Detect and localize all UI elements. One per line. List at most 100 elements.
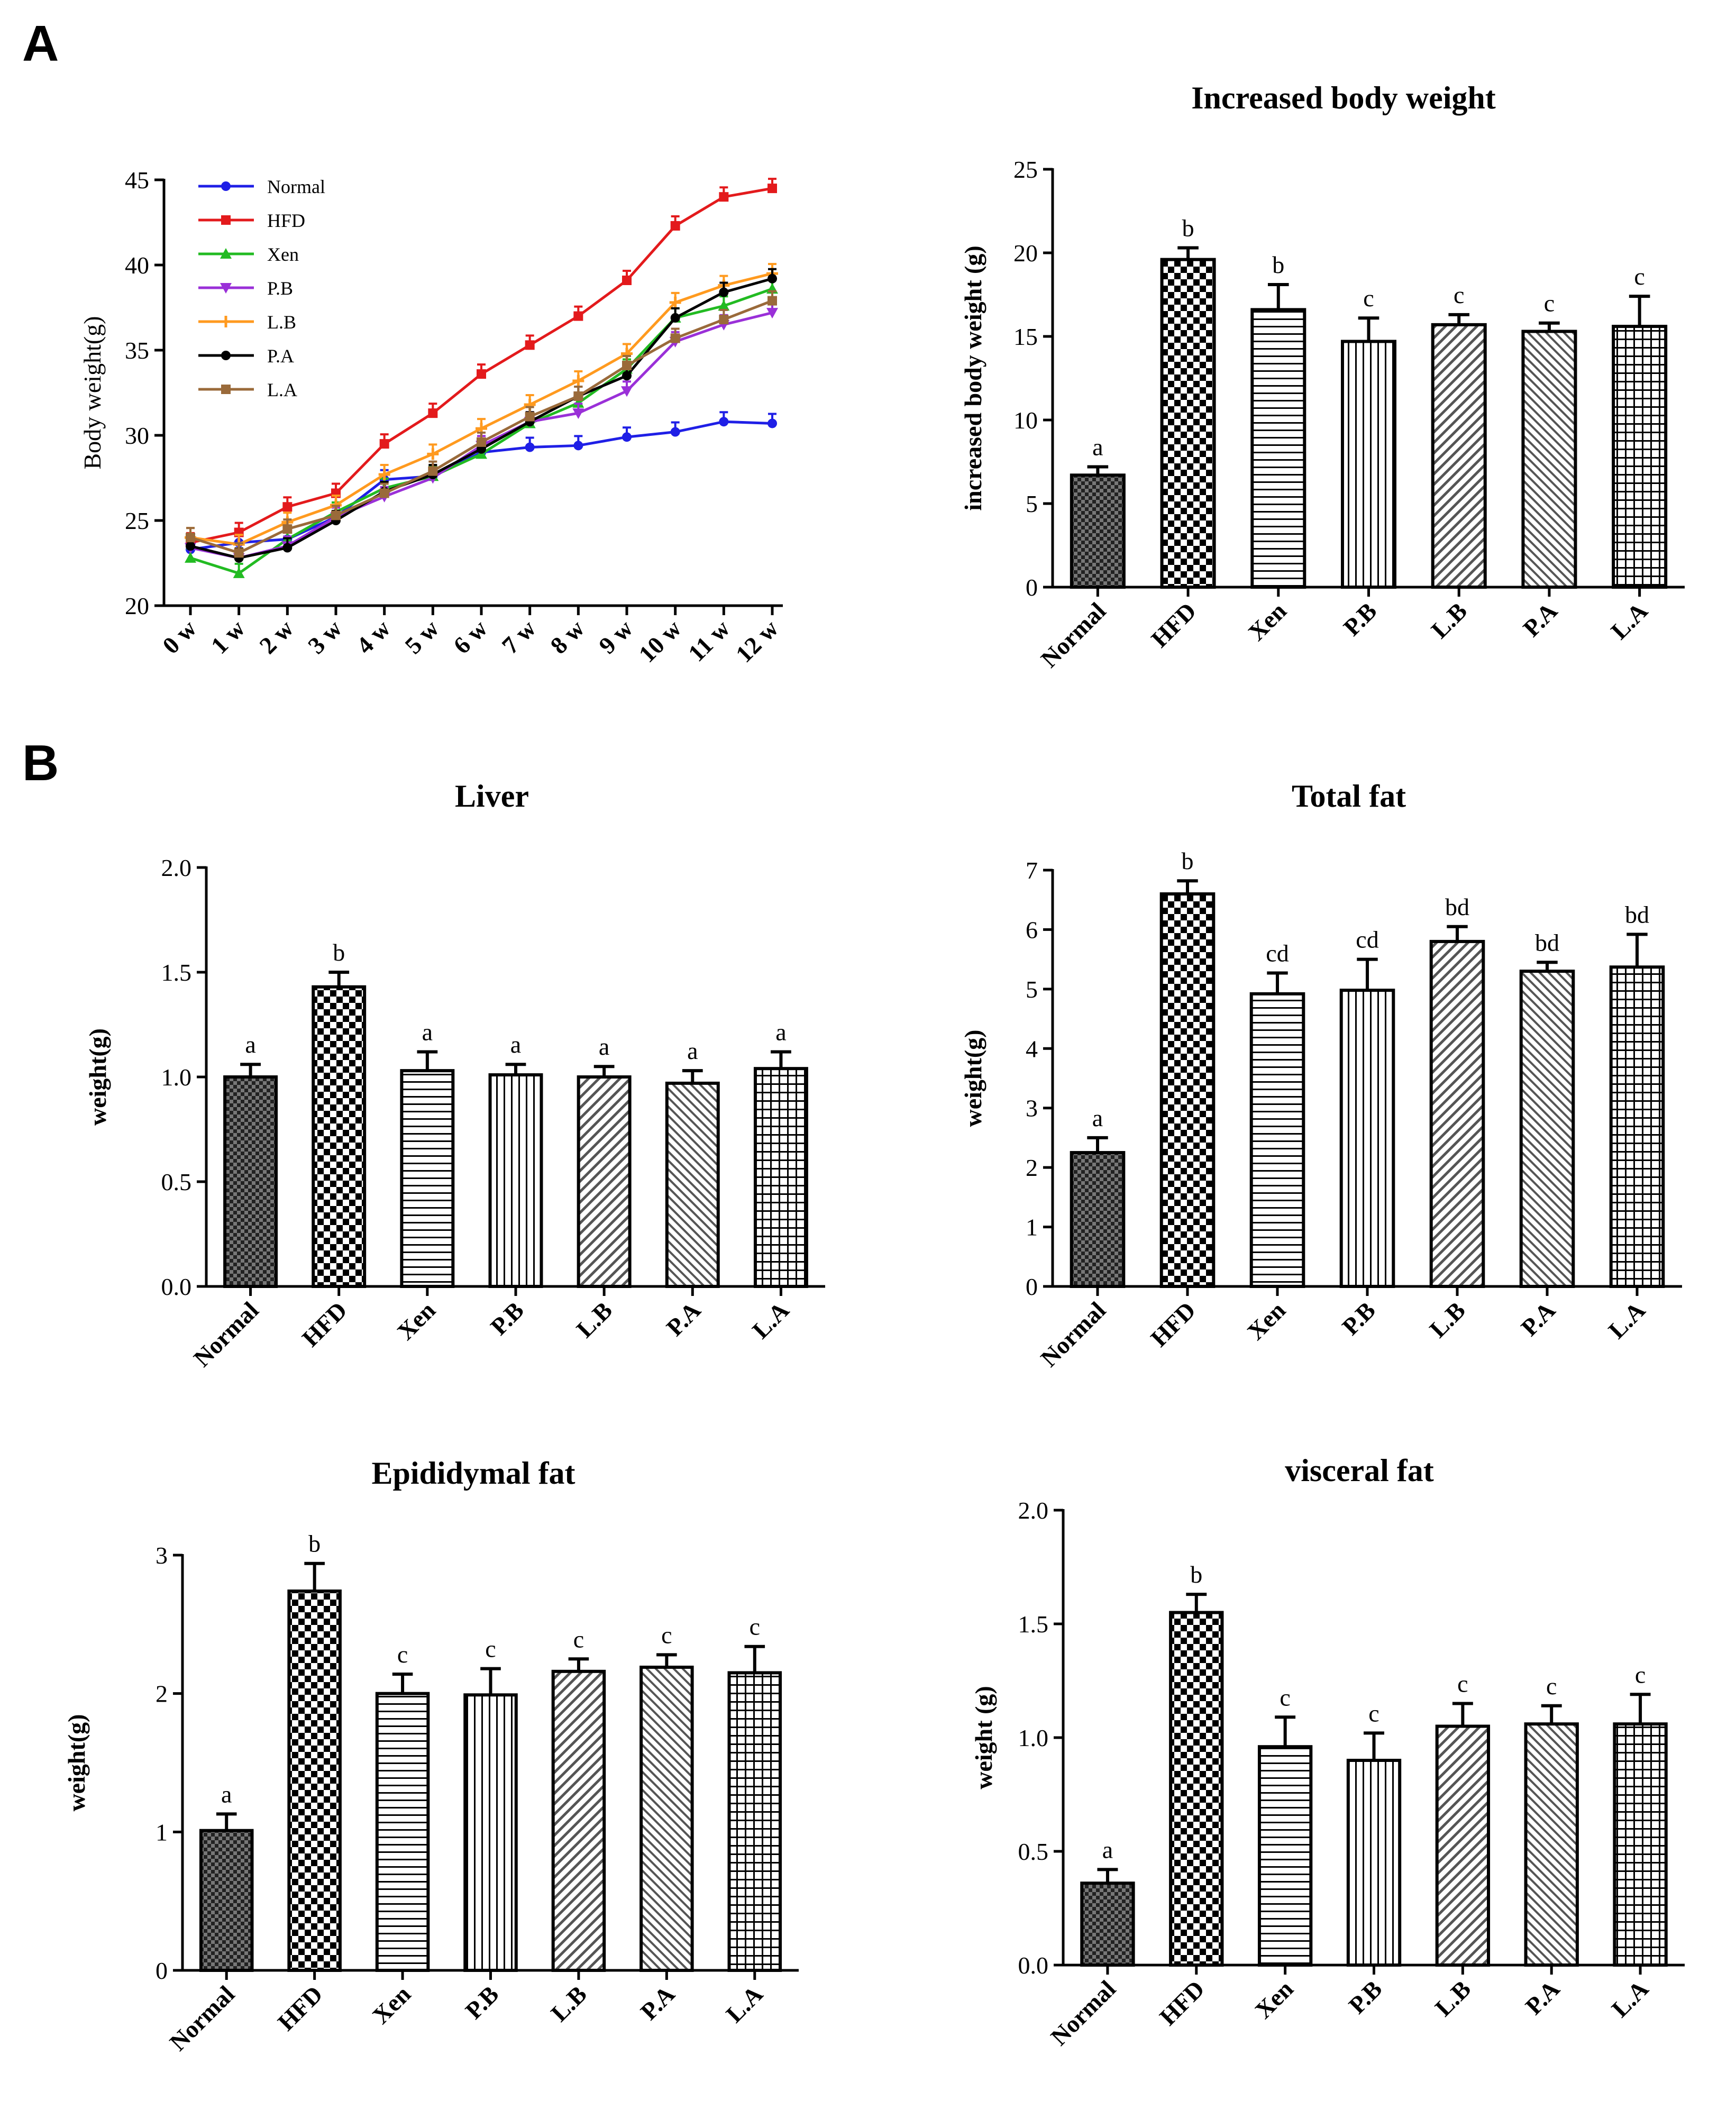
data-point-normal: [573, 441, 583, 451]
data-point-hfd: [573, 311, 583, 321]
y-tick-label: 1: [1026, 1214, 1038, 1241]
data-point-p-a: [622, 371, 632, 381]
x-tick-label: P.A: [661, 1296, 706, 1341]
y-tick-label: 3: [156, 1542, 168, 1569]
y-tick-label: 2: [1026, 1154, 1038, 1181]
y-tick-label: 1.5: [161, 959, 192, 986]
x-tick-label: 1 w: [206, 615, 250, 659]
bar-hfd: [287, 1590, 342, 1972]
y-tick-label: 1: [156, 1819, 168, 1846]
y-axis-label: weight(g): [63, 1714, 90, 1812]
x-tick-label: L.B: [571, 1296, 618, 1343]
y-tick-label: 25: [1013, 156, 1038, 183]
legend-label: HFD: [267, 210, 305, 231]
y-tick-label: 5: [1026, 490, 1038, 517]
x-tick-label: L.B: [545, 1980, 592, 2027]
data-point-l-a: [622, 360, 632, 370]
significance-label: c: [1368, 1700, 1379, 1727]
data-point-hfd: [719, 192, 729, 202]
x-tick-label: HFD: [297, 1296, 352, 1352]
y-tick-label: 40: [125, 252, 149, 279]
legend-marker: [220, 248, 232, 259]
chart-title: Epididymal fat: [371, 1456, 575, 1491]
x-tick-label: HFD: [1145, 1296, 1201, 1352]
y-axis-label: Body weight(g): [79, 316, 106, 469]
panel-label-a: A: [22, 15, 59, 72]
x-tick-label: P.B: [1338, 597, 1382, 641]
significance-label: a: [1092, 433, 1103, 460]
x-tick-label: P.B: [1337, 1296, 1381, 1340]
x-tick-label: Xen: [1242, 1296, 1291, 1345]
significance-label: c: [661, 1621, 672, 1648]
legend-marker: [220, 316, 232, 327]
y-tick-label: 0.5: [1018, 1838, 1049, 1865]
y-tick-label: 1.0: [161, 1064, 192, 1091]
data-point-hfd: [379, 439, 389, 449]
bar-hfd: [1159, 892, 1216, 1288]
x-tick-label: L.A: [1603, 1296, 1650, 1344]
significance-label: b: [1190, 1561, 1202, 1588]
bar-p-b: [1339, 989, 1395, 1288]
y-tick-label: 4: [1026, 1035, 1038, 1062]
y-tick-label: 45: [125, 167, 149, 194]
data-point-l-b: [572, 374, 584, 387]
chart-title: Total fat: [1292, 779, 1406, 814]
y-tick-label: 1.0: [1018, 1724, 1049, 1751]
x-tick-label: Normal: [1035, 1296, 1111, 1372]
data-point-p-a: [719, 287, 729, 297]
x-tick-label: Xen: [1243, 597, 1292, 646]
y-tick-label: 5: [1026, 976, 1038, 1003]
significance-label: c: [1457, 1670, 1468, 1697]
legend-marker: [221, 351, 231, 360]
data-point-l-a: [768, 296, 777, 306]
y-tick-label: 1.5: [1018, 1611, 1049, 1638]
x-tick-label: 11 w: [683, 615, 735, 666]
y-axis-label: increased body weight (g): [960, 245, 986, 510]
data-point-hfd: [768, 184, 777, 194]
bar-p-b: [488, 1073, 543, 1289]
bar-l-a: [1612, 325, 1668, 589]
bar-normal: [199, 1829, 254, 1972]
legend-label: L.A: [267, 379, 297, 400]
data-point-l-a: [525, 412, 535, 422]
bar-p-a: [639, 1665, 694, 1972]
x-tick-label: 9 w: [593, 615, 638, 659]
x-tick-label: 10 w: [634, 615, 687, 668]
significance-label: c: [1546, 1673, 1557, 1700]
bar-normal: [1070, 473, 1126, 589]
significance-label: c: [1454, 281, 1464, 308]
significance-label: c: [1544, 290, 1555, 317]
data-point-normal: [670, 427, 680, 437]
y-tick-label: 0: [156, 1957, 168, 1984]
data-point-hfd: [282, 502, 293, 512]
significance-label: bd: [1445, 893, 1469, 920]
data-point-p-a: [768, 273, 777, 284]
y-axis-label: weight(g): [960, 1030, 986, 1127]
visceral-fat-bar-chart: visceral fat weight (g) 0.0 0.5 1.0 1.5 2.0 a No…: [970, 1453, 1685, 2051]
significance-label: c: [1280, 1684, 1290, 1711]
y-tick-label: 0: [1026, 1273, 1038, 1300]
y-tick-label: 20: [1013, 240, 1038, 267]
x-tick-label: 8 w: [545, 615, 589, 659]
x-tick-label: Normal: [1036, 597, 1111, 673]
significance-label: c: [485, 1636, 496, 1663]
legend-marker: [221, 215, 231, 225]
data-point-l-a: [719, 315, 729, 325]
y-tick-label: 15: [1013, 323, 1038, 350]
data-point-l-b: [427, 448, 439, 460]
significance-label: a: [599, 1033, 609, 1060]
data-point-l-a: [428, 466, 438, 476]
chart-title: Increased body weight: [1191, 80, 1496, 115]
x-tick-label: HFD: [1154, 1975, 1210, 2031]
x-tick-label: HFD: [1146, 597, 1201, 653]
bar-l-a: [1609, 965, 1665, 1288]
bar-p-a: [1519, 970, 1575, 1288]
y-tick-label: 2.0: [161, 854, 192, 881]
y-tick-label: 10: [1013, 407, 1038, 434]
significance-label: bd: [1535, 929, 1559, 956]
significance-label: a: [1102, 1836, 1113, 1863]
data-point-xen: [233, 567, 245, 578]
y-tick-label: 0: [1026, 574, 1038, 601]
bar-l-a: [1613, 1722, 1668, 1967]
data-point-p-b: [572, 408, 584, 419]
